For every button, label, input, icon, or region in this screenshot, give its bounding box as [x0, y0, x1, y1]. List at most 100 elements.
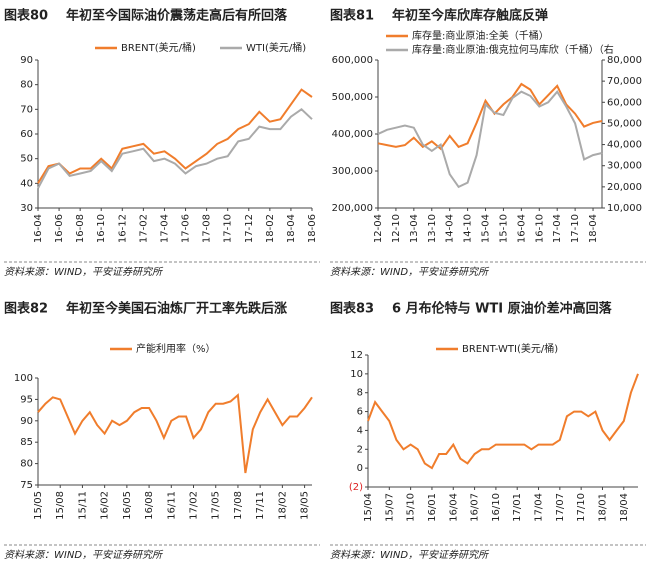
- y-tick-label: 12: [350, 350, 363, 361]
- x-tick-label: 17-04: [159, 214, 170, 243]
- y-tick-label: 95: [20, 394, 33, 405]
- x-tick-label: 17-08: [202, 214, 213, 243]
- x-tick-label: 15/11: [77, 491, 88, 520]
- y-tick-label: 90: [20, 416, 33, 427]
- y-tick-label: 200,000: [332, 203, 373, 214]
- x-tick-label: 17-12: [244, 214, 255, 243]
- y-tick-label: 500,000: [332, 92, 373, 103]
- x-tick-label: 17/07: [555, 493, 566, 522]
- x-tick-label: 13-10: [427, 214, 438, 243]
- x-tick-label: 16/01: [427, 493, 438, 522]
- y-tick-label: 6: [357, 407, 363, 418]
- x-tick-label: 18/05: [300, 491, 311, 520]
- y-tick-label: 8: [357, 388, 363, 399]
- x-tick-label: 16/04: [448, 493, 459, 522]
- y-tick-label: 2: [357, 444, 363, 455]
- x-tick-label: 15/05: [33, 491, 44, 520]
- series-line: [367, 373, 639, 470]
- x-tick-label: 16-10: [534, 214, 545, 243]
- y2-tick-label: 80,000: [607, 55, 642, 66]
- series-line: [37, 393, 313, 474]
- x-tick-label: 13-04: [409, 214, 420, 243]
- x-tick-label: 16-08: [75, 214, 86, 243]
- figure-title: 年初至今国际油价震荡走高后有所回落: [66, 8, 288, 24]
- x-tick-label: 18-06: [307, 214, 318, 243]
- series-line: [377, 89, 603, 189]
- y2-tick-label: 10,000: [607, 203, 642, 214]
- x-tick-label: 15/04: [363, 493, 374, 522]
- y-tick-label: 90: [20, 55, 33, 66]
- y-tick-label: 80: [20, 80, 33, 91]
- x-tick-label: 15-10: [498, 214, 509, 243]
- x-tick-label: 17-02: [138, 214, 149, 243]
- x-tick-label: 16/08: [144, 491, 155, 520]
- figure-label: 图表82: [4, 301, 48, 317]
- x-tick-label: 16-04: [33, 214, 44, 243]
- y2-tick-label: 70,000: [607, 76, 642, 87]
- y2-tick-label: 60,000: [607, 97, 642, 108]
- x-tick-label: 17-06: [181, 214, 192, 243]
- x-tick-label: 16/11: [166, 491, 177, 520]
- y-tick-label: 4: [357, 425, 363, 436]
- y-tick-label: 10: [350, 369, 363, 380]
- x-tick-label: 16/05: [122, 491, 133, 520]
- x-tick-label: 14-10: [463, 214, 474, 243]
- x-tick-label: 15/10: [406, 493, 417, 522]
- y-tick-label: 30: [20, 203, 33, 214]
- x-tick-label: 16/07: [470, 493, 481, 522]
- source-note: 资料来源：WIND，平安证券研究所: [4, 549, 164, 561]
- x-tick-label: 15-04: [481, 214, 492, 243]
- y-tick-label: 60: [20, 129, 33, 140]
- y2-tick-label: 50,000: [607, 118, 642, 129]
- x-tick-label: 17/10: [576, 493, 587, 522]
- x-tick-label: 16-06: [54, 214, 65, 243]
- y-tick-label: 300,000: [332, 166, 373, 177]
- x-tick-label: 18/02: [277, 491, 288, 520]
- x-tick-label: 17/02: [189, 491, 200, 520]
- x-tick-label: 17-10: [570, 214, 581, 243]
- x-tick-label: 17/08: [233, 491, 244, 520]
- y-tick-label: 50: [20, 154, 33, 165]
- x-tick-label: 17-10: [223, 214, 234, 243]
- y-tick-label: 400,000: [332, 129, 373, 140]
- x-tick-label: 17-04: [552, 214, 563, 243]
- y-tick-label: 80: [20, 459, 33, 470]
- y2-tick-label: 30,000: [607, 161, 642, 172]
- y-tick-label: 40: [20, 178, 33, 189]
- x-tick-label: 16-04: [516, 214, 527, 243]
- x-tick-label: 15/07: [384, 493, 395, 522]
- legend-label: 库存量:商业原油:全美（千桶）: [412, 29, 549, 42]
- y-tick-label: (2): [349, 482, 363, 493]
- legend-label: BRENT-WTI(美元/桶): [462, 342, 558, 355]
- x-tick-label: 12-04: [373, 214, 384, 243]
- figure-title: 年初至今美国石油炼厂开工率先跌后涨: [66, 301, 287, 317]
- x-tick-label: 17/04: [534, 493, 545, 522]
- source-note: 资料来源：WIND，平安证券研究所: [330, 266, 490, 278]
- y-tick-label: 0: [357, 463, 363, 474]
- x-tick-label: 12-10: [391, 214, 402, 243]
- x-tick-label: 16/02: [100, 491, 111, 520]
- x-tick-label: 18/04: [619, 493, 630, 522]
- series-line: [377, 82, 603, 151]
- legend-label: BRENT(美元/桶): [121, 41, 196, 54]
- series-line: [37, 88, 313, 184]
- x-tick-label: 17/05: [211, 491, 222, 520]
- series-line: [37, 108, 313, 189]
- legend-label: 库存量:商业原油:俄克拉何马库欣（千桶）（右: [412, 43, 614, 56]
- y-tick-label: 85: [20, 437, 33, 448]
- x-tick-label: 14-04: [445, 214, 456, 243]
- x-tick-label: 15/08: [55, 491, 66, 520]
- x-tick-label: 18/01: [597, 493, 608, 522]
- x-tick-label: 18-04: [286, 214, 297, 243]
- y-tick-label: 70: [20, 104, 33, 115]
- y-tick-label: 100: [14, 373, 33, 384]
- legend-label: 产能利用率（%）: [136, 342, 216, 355]
- figure-label: 图表81: [330, 8, 374, 24]
- y2-tick-label: 20,000: [607, 182, 642, 193]
- y-tick-label: 600,000: [332, 55, 373, 66]
- x-tick-label: 18-02: [265, 214, 276, 243]
- figure-label: 图表80: [4, 8, 48, 24]
- x-tick-label: 16/10: [491, 493, 502, 522]
- x-tick-label: 16-10: [96, 214, 107, 243]
